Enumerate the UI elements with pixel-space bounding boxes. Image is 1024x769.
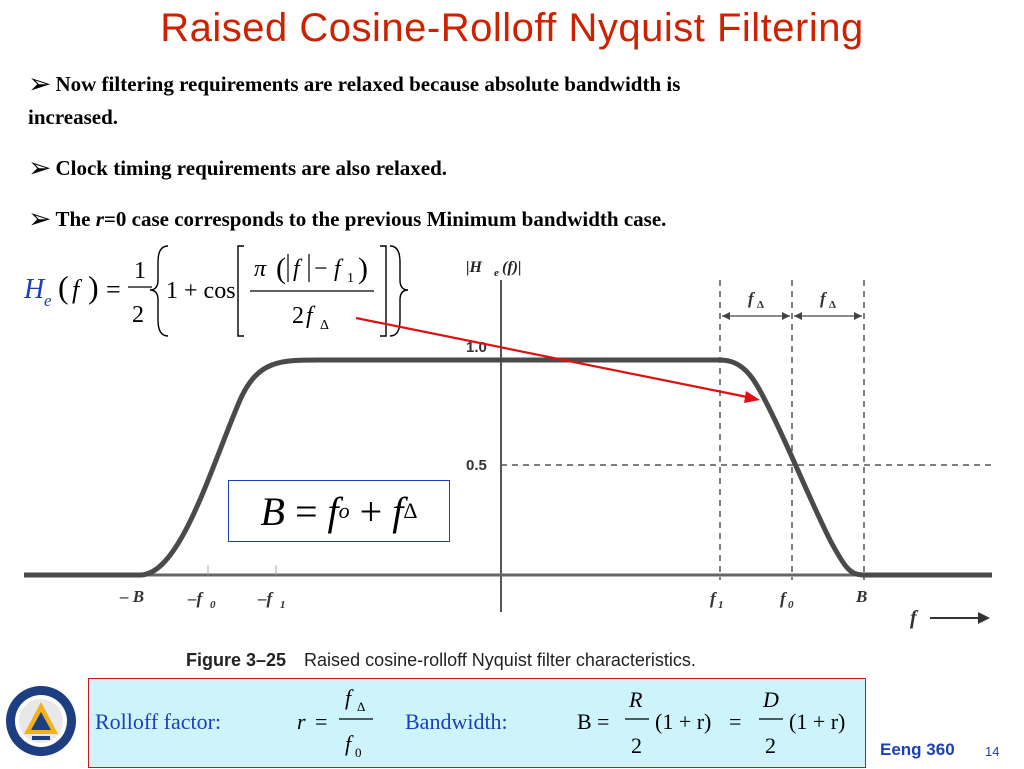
bw-two-1: 2 [631, 733, 642, 758]
bw-one-plus-r-2: (1 + r) [789, 709, 845, 734]
bw-R: R [628, 687, 643, 712]
he-f1: f [334, 256, 344, 282]
fdelta-sub-2: Δ [829, 299, 836, 311]
eq-fo: f [327, 488, 339, 534]
he-lhs: H [23, 274, 46, 305]
x-tick-f1: f [710, 589, 718, 608]
f-axis-arrow-icon [978, 612, 990, 624]
he-pi: π [254, 256, 267, 282]
x-tick-f0-sub: 0 [788, 599, 794, 611]
bullet-arrow-icon: ➢ [28, 153, 52, 184]
svg-text:(: ( [276, 252, 286, 285]
he-one-plus-cos: 1 + cos [166, 278, 236, 304]
bullet-2-text: Clock timing requirements are also relax… [55, 156, 448, 180]
bullet-3: ➢ The r=0 case corresponds to the previou… [28, 203, 666, 236]
bullet-3-pre: The [55, 207, 96, 231]
course-label: Eeng 360 [880, 740, 955, 759]
x-tick-f0: f [780, 589, 788, 608]
eq-plus: + [359, 488, 383, 534]
x-tick-neg-f1-sub: 1 [280, 599, 286, 611]
bullet-arrow-icon: ➢ [28, 69, 52, 100]
paren-close: ) [88, 269, 99, 305]
svg-text:): ) [358, 252, 368, 285]
bw-B: B [577, 709, 592, 734]
x-tick-B: B [855, 587, 867, 606]
he-half-num: 1 [134, 258, 146, 284]
he-formula: H e ( f ) = 1 2 1 + cos π ( f − f 1 ) 2 … [23, 245, 409, 337]
caption-number: Figure 3–25 [186, 650, 287, 670]
formula-box: Rolloff factor: r = f Δ f 0 Bandwidth: B… [88, 678, 866, 768]
he-f1-sub: 1 [347, 271, 354, 286]
rolloff-den-sub: 0 [355, 745, 362, 760]
fdelta-label-2: f [820, 289, 828, 308]
bullet-arrow-icon: ➢ [28, 204, 52, 235]
he-half-den: 2 [132, 302, 144, 328]
y-axis-label-tail: (f)| [502, 259, 522, 276]
university-seal-icon [6, 686, 76, 756]
eq-fd-sub: Δ [403, 498, 418, 523]
paren-open: ( [58, 269, 69, 305]
figure-caption: Figure 3–25 Raised cosine-rolloff Nyquist… [186, 650, 696, 671]
response-curve [24, 357, 992, 578]
bullet-3-post: =0 case corresponds to the previous Mini… [103, 207, 667, 231]
eq-B: B [260, 488, 285, 534]
bullet-1: ➢ Now filtering requirements are relaxed … [28, 68, 680, 133]
x-tick-neg-f1: –f [257, 589, 275, 608]
bullet-1-line2: increased. [28, 105, 119, 129]
fdelta-sub-1: Δ [757, 299, 764, 311]
svg-text:−: − [314, 256, 328, 282]
bw-one-plus-r-1: (1 + r) [655, 709, 711, 734]
bullet-3-var: r [95, 207, 104, 231]
rolloff-eq: = [315, 709, 327, 734]
rolloff-num-sub: Δ [357, 699, 365, 714]
he-den-sub: Δ [320, 318, 329, 333]
caption-text: Raised cosine-rolloff Nyquist filter cha… [304, 650, 696, 670]
bw-D: D [762, 687, 779, 712]
he-den-f: f [306, 303, 316, 329]
y-axis-label: |H [466, 259, 483, 276]
rolloff-label: Rolloff factor: [95, 709, 221, 734]
bullet-1-line1: Now filtering requirements are relaxed b… [55, 72, 681, 96]
f-axis-label: f [910, 607, 919, 629]
eq-fo-sub: o [338, 498, 350, 523]
he-arg: f [72, 275, 83, 304]
page-number: 14 [985, 744, 1000, 759]
x-tick-f1-sub: 1 [718, 599, 724, 611]
y-tick-05: 0.5 [466, 457, 487, 474]
x-tick-neg-f0: –f [187, 589, 205, 608]
he-lhs-sub: e [44, 291, 52, 310]
bandwidth-label: Bandwidth: [405, 709, 508, 734]
rolloff-den: f [345, 731, 354, 756]
bw-eq1: = [597, 709, 609, 734]
eq-fd: f [392, 488, 404, 534]
he-equals: = [106, 275, 121, 304]
he-f: f [293, 256, 303, 282]
bullet-2: ➢ Clock timing requirements are also rela… [28, 152, 447, 185]
annotation-arrow-icon [744, 391, 760, 403]
fdelta-label-1: f [748, 289, 756, 308]
rolloff-num: f [345, 685, 354, 710]
x-tick-neg-f0-sub: 0 [210, 599, 216, 611]
bw-eq2: = [729, 709, 741, 734]
x-tick-neg-B: – B [119, 587, 144, 606]
eq-equals: = [294, 488, 318, 534]
slide-title: Raised Cosine-Rolloff Nyquist Filtering [160, 6, 864, 50]
y-axis-label-sub: e [494, 267, 499, 279]
rolloff-r: r [297, 709, 306, 734]
he-den-two: 2 [292, 303, 304, 329]
bw-two-2: 2 [765, 733, 776, 758]
